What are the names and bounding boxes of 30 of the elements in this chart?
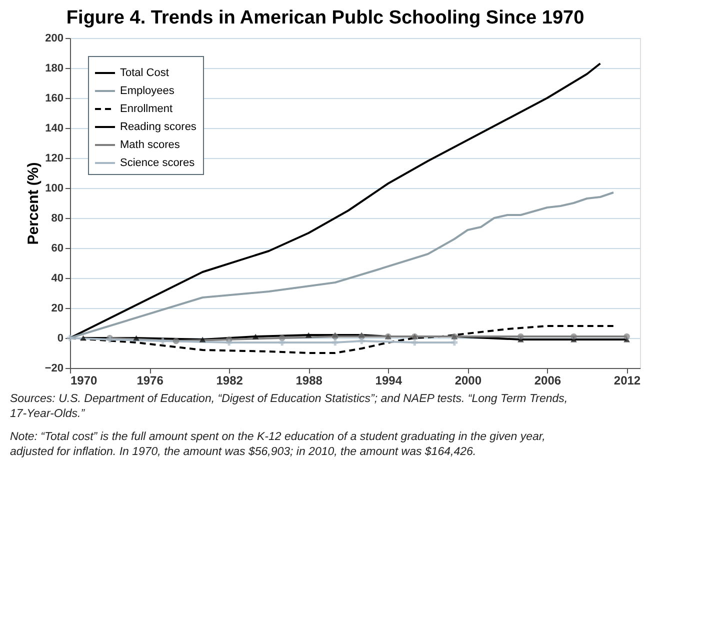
x-tick-label: 1976 — [136, 374, 164, 388]
legend-label: Reading scores — [120, 121, 197, 133]
y-tick-label: 160 — [45, 92, 64, 104]
x-tick-label: 2000 — [454, 374, 482, 388]
x-tick-label: 1994 — [375, 374, 402, 388]
y-tick-label: 140 — [45, 122, 64, 134]
legend-label: Math scores — [120, 139, 180, 151]
text: Note: “Total cost” is the full amount spent on the K-12 education of a student graduating in the given year, adjusted for inflation. In 1970, the amount was $56,903; in 2010, the amount was $164,426. — [10, 431, 546, 458]
y-tick-label: −20 — [44, 362, 64, 374]
y-tick-label: 60 — [51, 242, 64, 254]
x-tick-label: 1982 — [216, 374, 244, 388]
x-tick-label: 2012 — [614, 374, 641, 388]
legend-label: Science scores — [120, 157, 196, 169]
legend-label: Employees — [120, 85, 175, 97]
y-tick-label: 0 — [57, 332, 64, 344]
y-tick-label: 20 — [51, 302, 64, 314]
y-tick-label: 100 — [45, 182, 64, 194]
legend-label: Enrollment — [120, 103, 173, 115]
x-tick-label: 1988 — [296, 374, 323, 388]
y-tick-label: 180 — [45, 62, 64, 74]
source-note: Sources: U.S. Department of Education, “Digest of Education Statistics”; and NAEP tests. “Long Term Trends, 17-Year-Olds.” — [10, 393, 568, 420]
y-axis-title: Percent (%) — [24, 162, 42, 245]
y-tick-label: 80 — [51, 212, 64, 224]
y-tick-label: 200 — [45, 32, 64, 44]
y-tick-label: 120 — [45, 152, 64, 164]
y-tick-label: 40 — [51, 272, 64, 284]
chart-title: Figure 4. Trends in American Publc Schooling Since 1970 — [66, 8, 584, 28]
legend-label: Total Cost — [120, 67, 169, 79]
x-tick-label: 2006 — [534, 374, 562, 388]
x-tick-label: 1970 — [70, 374, 98, 388]
